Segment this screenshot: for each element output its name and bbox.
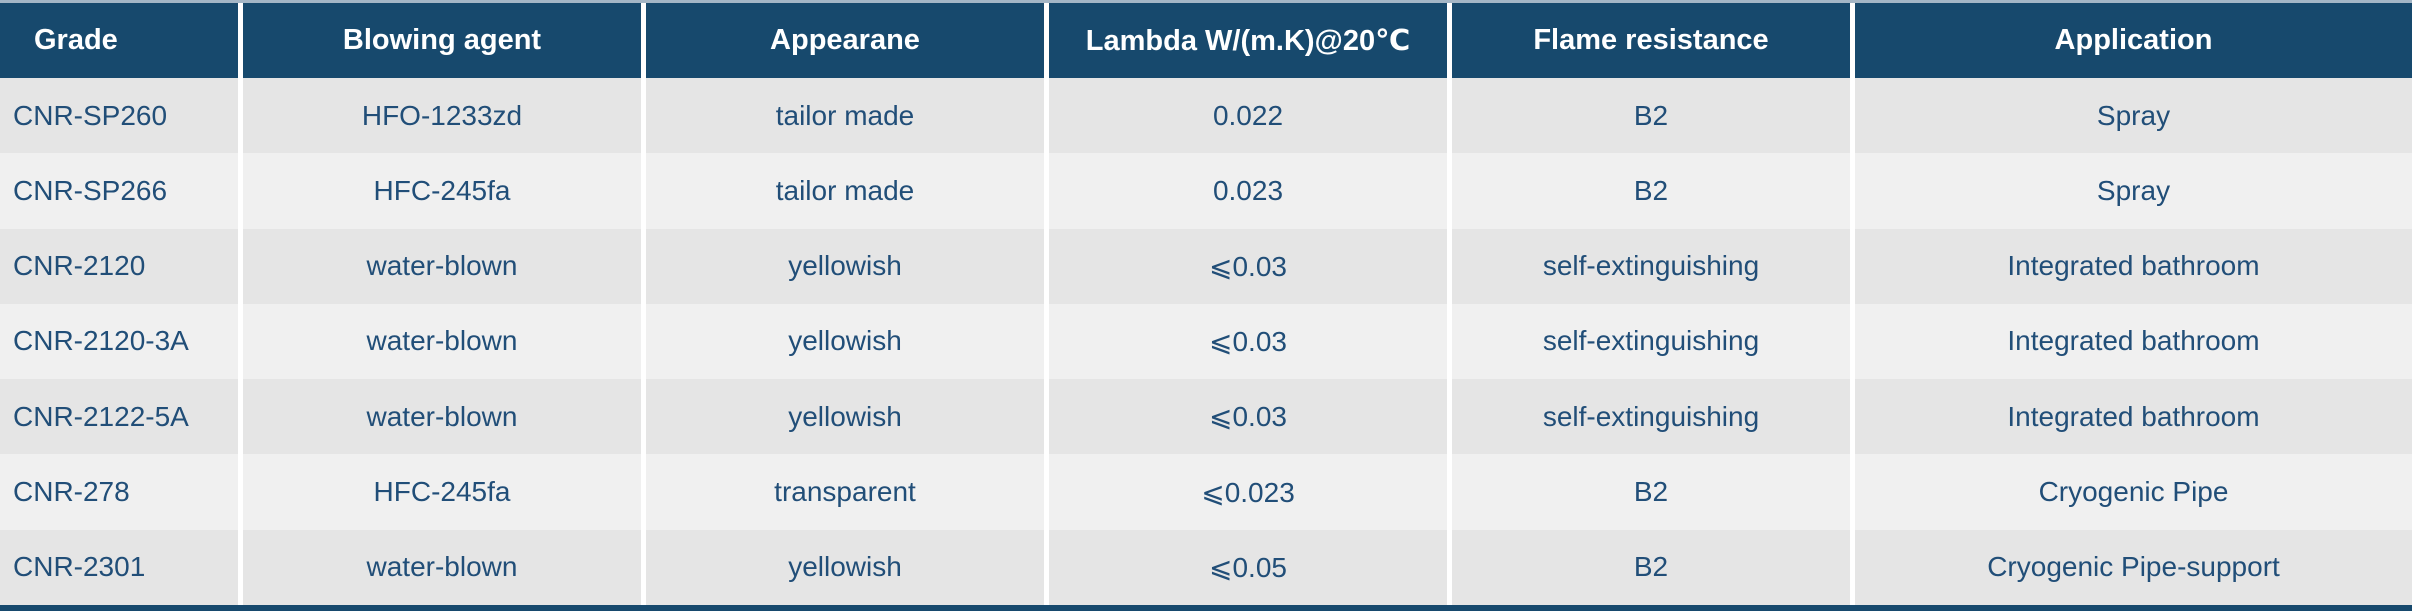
column-header-lambda: Lambda W/(m.K)@20℃	[1049, 3, 1447, 78]
column-header-application: Application	[1855, 3, 2412, 78]
table-cell-appearane: tailor made	[646, 153, 1044, 229]
table-cell-appearane: yellowish	[646, 529, 1044, 605]
table-cell-lambda: ⩽0.023	[1049, 454, 1447, 530]
table-cell-flame-resistance: B2	[1452, 153, 1850, 229]
table-cell-lambda: ⩽0.03	[1049, 228, 1447, 304]
table-cell-application: Cryogenic Pipe-support	[1855, 529, 2412, 605]
table-cell-grade: CNR-2120	[0, 228, 238, 304]
table-cell-appearane: yellowish	[646, 228, 1044, 304]
table-cell-application: Spray	[1855, 78, 2412, 154]
table-cell-application: Spray	[1855, 153, 2412, 229]
table-cell-blowing-agent: HFO-1233zd	[243, 78, 641, 154]
table-bottom-border	[0, 605, 2412, 611]
table-cell-appearane: tailor made	[646, 78, 1044, 154]
table-cell-lambda: 0.022	[1049, 78, 1447, 154]
table-cell-grade: CNR-2122-5A	[0, 379, 238, 455]
column-header-grade: Grade	[0, 3, 238, 78]
table-cell-application: Integrated bathroom	[1855, 379, 2412, 455]
table-cell-blowing-agent: water-blown	[243, 379, 641, 455]
table-cell-flame-resistance: B2	[1452, 78, 1850, 154]
table-cell-lambda: ⩽0.05	[1049, 529, 1447, 605]
table-cell-blowing-agent: water-blown	[243, 228, 641, 304]
table-cell-lambda: ⩽0.03	[1049, 379, 1447, 455]
table-cell-flame-resistance: B2	[1452, 529, 1850, 605]
table-cell-application: Cryogenic Pipe	[1855, 454, 2412, 530]
column-header-flame-resistance: Flame resistance	[1452, 3, 1850, 78]
table-cell-appearane: transparent	[646, 454, 1044, 530]
table-cell-appearane: yellowish	[646, 379, 1044, 455]
table-cell-flame-resistance: self-extinguishing	[1452, 303, 1850, 380]
table-cell-blowing-agent: HFC-245fa	[243, 153, 641, 229]
table-cell-application: Integrated bathroom	[1855, 303, 2412, 380]
table-cell-grade: CNR-2301	[0, 529, 238, 605]
table-cell-flame-resistance: self-extinguishing	[1452, 379, 1850, 455]
table-cell-lambda: 0.023	[1049, 153, 1447, 229]
table-cell-grade: CNR-278	[0, 454, 238, 530]
table-cell-grade: CNR-2120-3A	[0, 303, 238, 380]
table-cell-application: Integrated bathroom	[1855, 228, 2412, 304]
table-cell-flame-resistance: B2	[1452, 454, 1850, 530]
table-cell-blowing-agent: water-blown	[243, 303, 641, 380]
column-header-blowing-agent: Blowing agent	[243, 3, 641, 78]
table-cell-flame-resistance: self-extinguishing	[1452, 228, 1850, 304]
table-cell-appearane: yellowish	[646, 303, 1044, 380]
table-cell-lambda: ⩽0.03	[1049, 303, 1447, 380]
table-cell-blowing-agent: HFC-245fa	[243, 454, 641, 530]
table-cell-blowing-agent: water-blown	[243, 529, 641, 605]
table-cell-grade: CNR-SP260	[0, 78, 238, 154]
table-grid: Grade Blowing agent Appearane Lambda W/(m.K…	[0, 3, 2412, 605]
table-cell-grade: CNR-SP266	[0, 153, 238, 229]
column-header-appearane: Appearane	[646, 3, 1044, 78]
